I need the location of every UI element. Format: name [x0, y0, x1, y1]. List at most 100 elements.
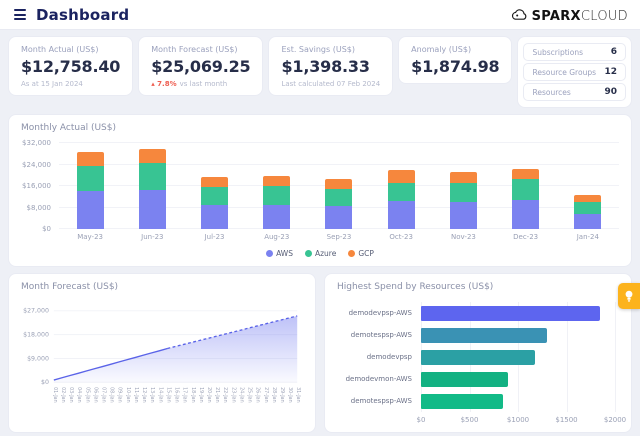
x-tick-label: Jan-24 [576, 233, 599, 241]
stacked-bar-Dec-23[interactable] [512, 168, 540, 229]
brand-text-bold: SPARX [531, 9, 581, 24]
x-tick-label: 17-Jan [182, 387, 188, 403]
x-tick-label: 20-Jan [206, 387, 212, 403]
insights-fab[interactable] [618, 283, 640, 309]
stacked-bar-Jan-24[interactable] [574, 194, 602, 229]
bar-segment-azure [201, 186, 229, 206]
bar-segment-aws [449, 201, 477, 229]
stacked-bar-Oct-23[interactable] [387, 169, 415, 229]
kpi-value: $12,758.40 [21, 57, 121, 76]
legend-item-azure[interactable]: Azure [304, 249, 336, 258]
x-tick-label: 05-Jan [84, 387, 90, 403]
bar-segment-gcp [574, 194, 602, 203]
resource-label: demotespsp-AWS [350, 397, 412, 405]
menu-button[interactable] [12, 7, 28, 22]
bar-segment-azure [574, 202, 602, 215]
x-tick-label: $2000 [603, 416, 627, 424]
kpi-value: $1,398.33 [281, 57, 370, 76]
resource-bar[interactable] [421, 327, 548, 343]
x-tick-label: 27-Jan [263, 387, 269, 403]
y-tick-label: $18,000 [23, 332, 49, 339]
bar-segment-azure [512, 179, 540, 200]
stacked-bar-Aug-23[interactable] [263, 176, 291, 229]
x-tick-label: 21-Jan [214, 387, 220, 403]
x-tick-label: 13-Jan [149, 387, 155, 403]
month-forecast-card: Month Forecast (US$) $0 $9,000 $18,000 $27,… [8, 273, 316, 433]
cloud-logo-icon [511, 9, 526, 20]
page-title: Dashboard [36, 5, 130, 24]
x-tick-label: Nov-23 [450, 233, 476, 241]
bar-segment-aws [325, 205, 353, 229]
kpi-subtext: As at 15 Jan 2024 [21, 80, 83, 88]
grid-line [59, 142, 619, 143]
x-tick-label: $1500 [555, 416, 578, 424]
bar-segment-gcp [512, 168, 540, 180]
x-tick-label: Jun-23 [141, 233, 164, 241]
y-tick-label: $0 [42, 225, 51, 233]
monthly-actual-card: Monthly Actual (US$) $0 $8,000 $16,000 $24,… [8, 114, 632, 267]
bar-segment-aws [512, 199, 540, 229]
stacked-bar-May-23[interactable] [76, 151, 104, 229]
stacked-bar-Jul-23[interactable] [201, 176, 229, 229]
resource-bar[interactable] [421, 305, 601, 321]
menu-icon [14, 9, 26, 11]
stat-resources: Resources 90 [523, 83, 626, 101]
stacked-bar-Jun-23[interactable] [138, 148, 166, 229]
resource-label: demotespsp-AWS [350, 331, 412, 339]
stacked-bar-Sep-23[interactable] [325, 178, 353, 229]
plot-area [59, 142, 619, 229]
x-tick-label: 12-Jan [141, 387, 147, 403]
y-tick-label: $9,000 [27, 355, 49, 362]
kpi-anomaly: Anomaly (US$) $1,874.98 [398, 36, 513, 84]
x-tick-label: 18-Jan [190, 387, 196, 403]
lightbulb-icon [625, 290, 633, 302]
kpi-label: Est. Savings (US$) [281, 45, 355, 54]
x-tick-label: 24-Jan [238, 387, 244, 403]
x-tick-label: 06-Jan [92, 387, 98, 403]
resource-label: demodevpsp [366, 353, 412, 361]
bar-segment-aws [574, 214, 602, 229]
x-tick-label: 14-Jan [157, 387, 163, 403]
y-tick-label: $16,000 [22, 182, 51, 190]
highest-spend-chart: demodevpsp-AWS demotespsp-AWS demodevpsp de… [337, 302, 626, 425]
resource-bar[interactable] [421, 371, 509, 387]
bar-segment-gcp [263, 176, 291, 187]
chart-title: Highest Spend by Resources (US$) [337, 282, 494, 292]
x-tick-label: 22-Jan [222, 387, 228, 403]
bar-segment-gcp [325, 178, 353, 190]
kpi-subtext: Last calculated 07 Feb 2024 [281, 80, 381, 88]
x-tick-label: 29-Jan [279, 387, 285, 403]
kpi-month-forecast: Month Forecast (US$) $25,069.25 ▴ 7.8% vs… [138, 36, 264, 96]
brand-text-light: CLOUD [580, 9, 628, 24]
y-tick-label: $32,000 [22, 139, 51, 147]
highest-spend-card: Highest Spend by Resources (US$) demodev… [324, 273, 632, 433]
bar-segment-aws [201, 205, 229, 229]
x-tick-label: 25-Jan [247, 387, 253, 403]
stat-subscriptions: Subscriptions 6 [523, 43, 626, 61]
resource-bar[interactable] [421, 393, 504, 409]
x-tick-label: 16-Jan [174, 387, 180, 403]
x-tick-label: 04-Jan [76, 387, 82, 403]
kpi-value: $25,069.25 [151, 57, 251, 76]
legend-item-gcp[interactable]: GCP [348, 249, 374, 258]
x-tick-label: 11-Jan [133, 387, 139, 403]
y-tick-label: $27,000 [23, 308, 49, 315]
bar-segment-aws [263, 204, 291, 229]
stacked-bar-Nov-23[interactable] [449, 172, 477, 229]
bar-segment-azure [76, 166, 104, 191]
x-tick-label: $0 [416, 416, 426, 424]
resource-bar[interactable] [421, 349, 536, 365]
kpi-est-savings: Est. Savings (US$) $1,398.33 Last calcul… [268, 36, 394, 96]
bar-segment-gcp [138, 148, 166, 164]
legend-item-aws[interactable]: AWS [266, 249, 293, 258]
app-header: Dashboard SPARXCLOUD [0, 0, 640, 30]
grid-line [566, 302, 568, 412]
x-tick-label: 02-Jan [60, 387, 66, 403]
resource-bar-row: demodevmon-AWS [337, 368, 619, 390]
resource-bar-row: demotespsp-AWS [337, 324, 619, 346]
x-tick-label: Oct-23 [389, 233, 413, 241]
x-tick-label: 10-Jan [125, 387, 131, 403]
x-tick-label: 23-Jan [230, 387, 236, 403]
y-tick-label: $0 [41, 379, 49, 386]
x-tick-label: 09-Jan [117, 387, 123, 403]
